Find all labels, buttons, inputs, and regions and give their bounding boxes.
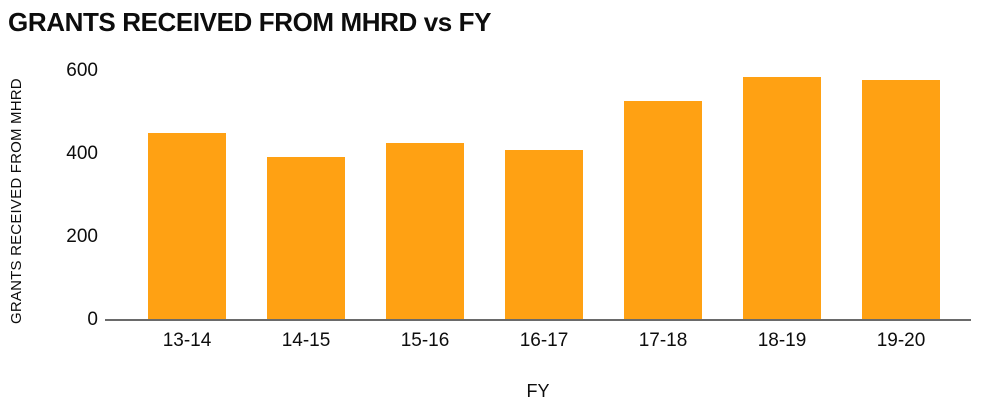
plot-area bbox=[105, 71, 971, 320]
y-tick-label: 600 bbox=[66, 60, 98, 81]
x-tick-label: 15-16 bbox=[400, 330, 450, 351]
chart-title: GRANTS RECEIVED FROM MHRD vs FY bbox=[8, 7, 492, 37]
x-tick-label: 13-14 bbox=[162, 330, 212, 351]
x-tick-label: 19-20 bbox=[876, 330, 926, 351]
x-axis-line bbox=[105, 319, 971, 321]
x-tick-label: 17-18 bbox=[638, 330, 688, 351]
y-tick-label: 200 bbox=[66, 226, 98, 247]
y-axis-title: GRANTS RECEIVED FROM MHRD bbox=[8, 78, 25, 324]
bar-18-19 bbox=[743, 77, 821, 320]
y-tick-label: 0 bbox=[87, 309, 98, 330]
y-tick-label: 400 bbox=[66, 143, 98, 164]
x-tick-label: 14-15 bbox=[281, 330, 331, 351]
bar-14-15 bbox=[267, 157, 345, 320]
bar-13-14 bbox=[148, 133, 226, 320]
x-tick-label: 16-17 bbox=[519, 330, 569, 351]
bar-16-17 bbox=[505, 150, 583, 320]
x-axis-title: FY bbox=[526, 381, 550, 401]
bar-17-18 bbox=[624, 101, 702, 320]
x-tick-label: 18-19 bbox=[757, 330, 807, 351]
bar-19-20 bbox=[862, 80, 940, 320]
bar-15-16 bbox=[386, 143, 464, 320]
